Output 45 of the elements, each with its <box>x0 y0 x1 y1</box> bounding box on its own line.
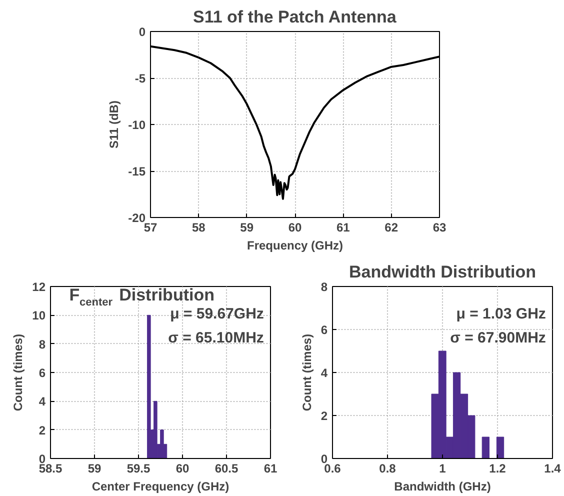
y-tick-label: 2 <box>38 423 46 438</box>
x-tick-label: 1.2 <box>489 462 506 476</box>
x-axis-title: Center Frequency (GHz) <box>92 480 230 494</box>
x-tick-label: 58.5 <box>38 462 63 476</box>
y-tick-label: 2 <box>320 409 328 423</box>
y-tick-label: 8 <box>38 337 46 352</box>
y-tick-label: 12 <box>32 280 46 294</box>
x-tick-label: 60 <box>288 220 302 234</box>
x-tick-label: 0.6 <box>324 462 342 476</box>
x-tick-label: 61 <box>336 220 350 234</box>
chart-title: S11 of the Patch Antenna <box>192 8 397 26</box>
x-tick-label: 61 <box>264 462 278 476</box>
y-tick-label: -5 <box>134 72 146 86</box>
y-axis-title: Count (times) <box>11 334 26 412</box>
x-tick-label: 59 <box>88 462 102 476</box>
annotation: σ = 67.90MHz <box>450 330 546 347</box>
y-tick-label: -15 <box>128 164 146 178</box>
x-axis-title: Bandwidth (GHz) <box>394 480 491 494</box>
annotation: σ = 65.10MHz <box>168 330 264 347</box>
y-tick-label: 0 <box>138 25 146 39</box>
x-tick-label: 1.4 <box>544 462 562 476</box>
x-tick-label: 59.5 <box>126 462 151 476</box>
chart-title: Bandwidth Distribution <box>349 262 536 282</box>
y-tick-label: 8 <box>320 280 328 294</box>
x-tick-label: 62 <box>384 220 398 234</box>
y-axis-title: Count (times) <box>300 334 314 412</box>
y-tick-label: -10 <box>128 118 146 132</box>
y-axis-title: S11 (dB) <box>107 100 122 149</box>
x-axis-title: Frequency (GHz) <box>246 238 344 252</box>
x-tick-label: 57 <box>144 220 158 234</box>
x-tick-label: 60 <box>176 462 190 476</box>
x-tick-label: 1 <box>439 462 446 476</box>
x-tick-label: 0.8 <box>379 462 396 476</box>
y-tick-label: 6 <box>320 323 328 337</box>
annotation: μ = 1.03 GHz <box>456 306 546 323</box>
y-tick-label: 10 <box>32 308 46 323</box>
x-tick-label: 58 <box>192 220 206 234</box>
y-tick-label: 4 <box>38 394 46 409</box>
x-tick-label: 59 <box>240 220 254 234</box>
annotation: μ = 59.67GHz <box>170 306 264 323</box>
y-tick-label: 6 <box>38 366 46 380</box>
y-tick-label: -20 <box>128 211 146 225</box>
y-tick-label: 4 <box>320 366 328 380</box>
x-tick-label: 60.5 <box>214 462 239 476</box>
x-tick-label: 63 <box>432 220 446 234</box>
